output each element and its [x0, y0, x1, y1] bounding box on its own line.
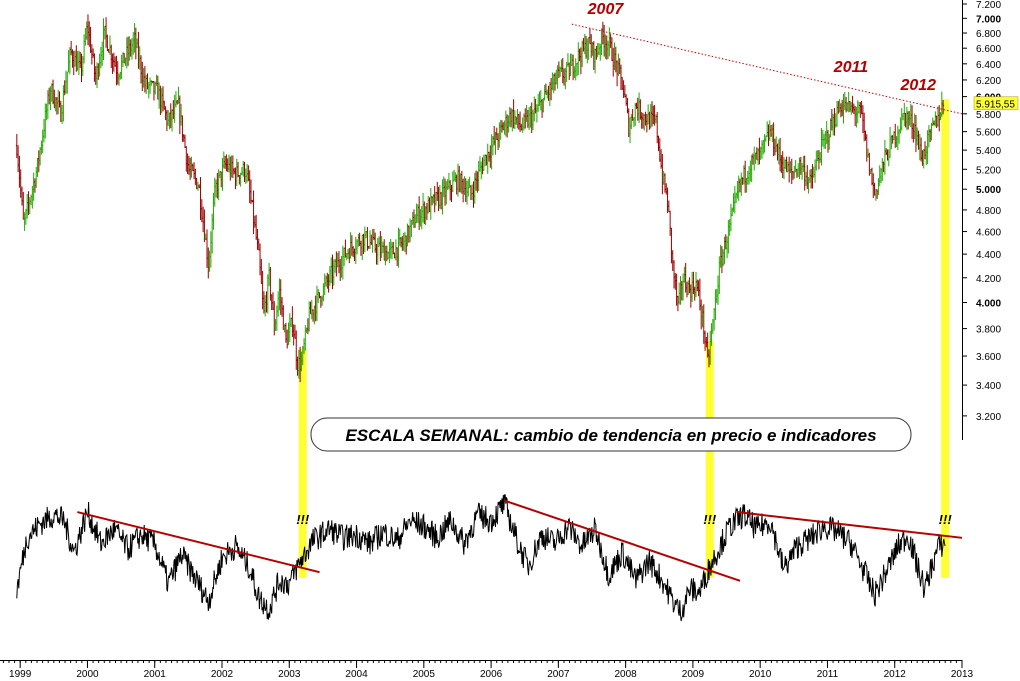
price-tick-label: 5.400: [976, 146, 1001, 157]
annotation-labels: 2007 2011 2012!!!!!!!!!: [296, 1, 952, 527]
highlight-bar-2: [705, 341, 714, 578]
indicator-trendlines: [77, 499, 963, 582]
last-price-label: 5.915,55: [976, 99, 1015, 110]
price-candles: [15, 14, 945, 383]
year-tick-label: 2006: [480, 669, 503, 680]
price-tick-label: 5.000: [976, 185, 1001, 196]
year-tick-label: 2000: [76, 669, 99, 680]
year-tick-label: 2011: [817, 669, 839, 680]
chart-title-frame: [310, 417, 912, 452]
year-tick-label: 2005: [413, 669, 436, 680]
price-tick-label: 6.800: [976, 29, 1001, 40]
price-tick-label: 6.600: [976, 44, 1001, 55]
price-tick-label: 3.200: [976, 412, 1001, 423]
year-tick-label: 2010: [749, 669, 772, 680]
time-axis: 1999 2000 2001 2002 2003 2004 2005 2006 2007 2008…: [0, 660, 974, 680]
price-tick-label: 7.200: [976, 0, 1001, 11]
resistance-line-group: [571, 23, 963, 115]
price-tick-label: 5.800: [976, 110, 1001, 121]
signal-marker: !!!: [296, 512, 310, 527]
chart-title-banner: ESCALA SEMANAL: cambio de tendencia en p…: [310, 417, 912, 452]
indicator-trendline-3: [736, 511, 963, 539]
price-axis: 3.200 3.400 3.600 3.800 4.000 4.200 4.400 4.600…: [962, 0, 1019, 440]
year-tick-label: 2007: [547, 669, 570, 680]
indicator-trendline-2: [504, 499, 741, 582]
price-tick-label: 3.600: [976, 352, 1001, 363]
highlight-bar-1: [298, 348, 307, 578]
price-tick-label: 6.200: [976, 76, 1001, 87]
peak-year-label: 2007: [587, 1, 625, 18]
year-tick-label: 2004: [345, 669, 368, 680]
year-tick-label: 2003: [278, 669, 301, 680]
price-tick-label: 6.400: [976, 60, 1001, 71]
year-tick-label: 2013: [951, 669, 974, 680]
price-tick-label: 4.000: [976, 299, 1001, 310]
signal-marker: !!!: [703, 512, 717, 527]
peak-year-label: 2011: [833, 59, 869, 76]
price-tick-label: 5.200: [976, 165, 1001, 176]
price-tick-label: 4.400: [976, 250, 1001, 261]
year-tick-label: 2008: [615, 669, 638, 680]
year-tick-label: 2002: [211, 669, 234, 680]
resistance-trendline: [571, 23, 963, 115]
price-tick-label: 3.800: [976, 325, 1001, 336]
year-tick-label: 2009: [682, 669, 705, 680]
highlight-bar-3: [941, 99, 950, 579]
price-tick-label: 4.600: [976, 228, 1001, 239]
price-tick-label: 3.400: [976, 381, 1001, 392]
price-tick-label: 7.000: [976, 14, 1001, 25]
indicator-line: [16, 494, 946, 622]
signal-marker: !!!: [939, 512, 953, 527]
year-tick-label: 2001: [144, 669, 167, 680]
price-candle: [942, 100, 945, 115]
chart-title: ESCALA SEMANAL: cambio de tendencia en p…: [345, 426, 876, 445]
year-tick-label: 1999: [9, 669, 32, 680]
price-tick-label: 4.200: [976, 274, 1001, 285]
highlight-bars: [298, 99, 950, 579]
indicator-series: [16, 494, 946, 622]
price-tick-label: 5.600: [976, 128, 1001, 139]
indicator-trendline-1: [77, 511, 320, 574]
year-tick-label: 2012: [884, 669, 907, 680]
price-tick-label: 4.800: [976, 206, 1001, 217]
peak-year-label: 2012: [899, 77, 936, 94]
last-price-tag: [973, 96, 1019, 111]
